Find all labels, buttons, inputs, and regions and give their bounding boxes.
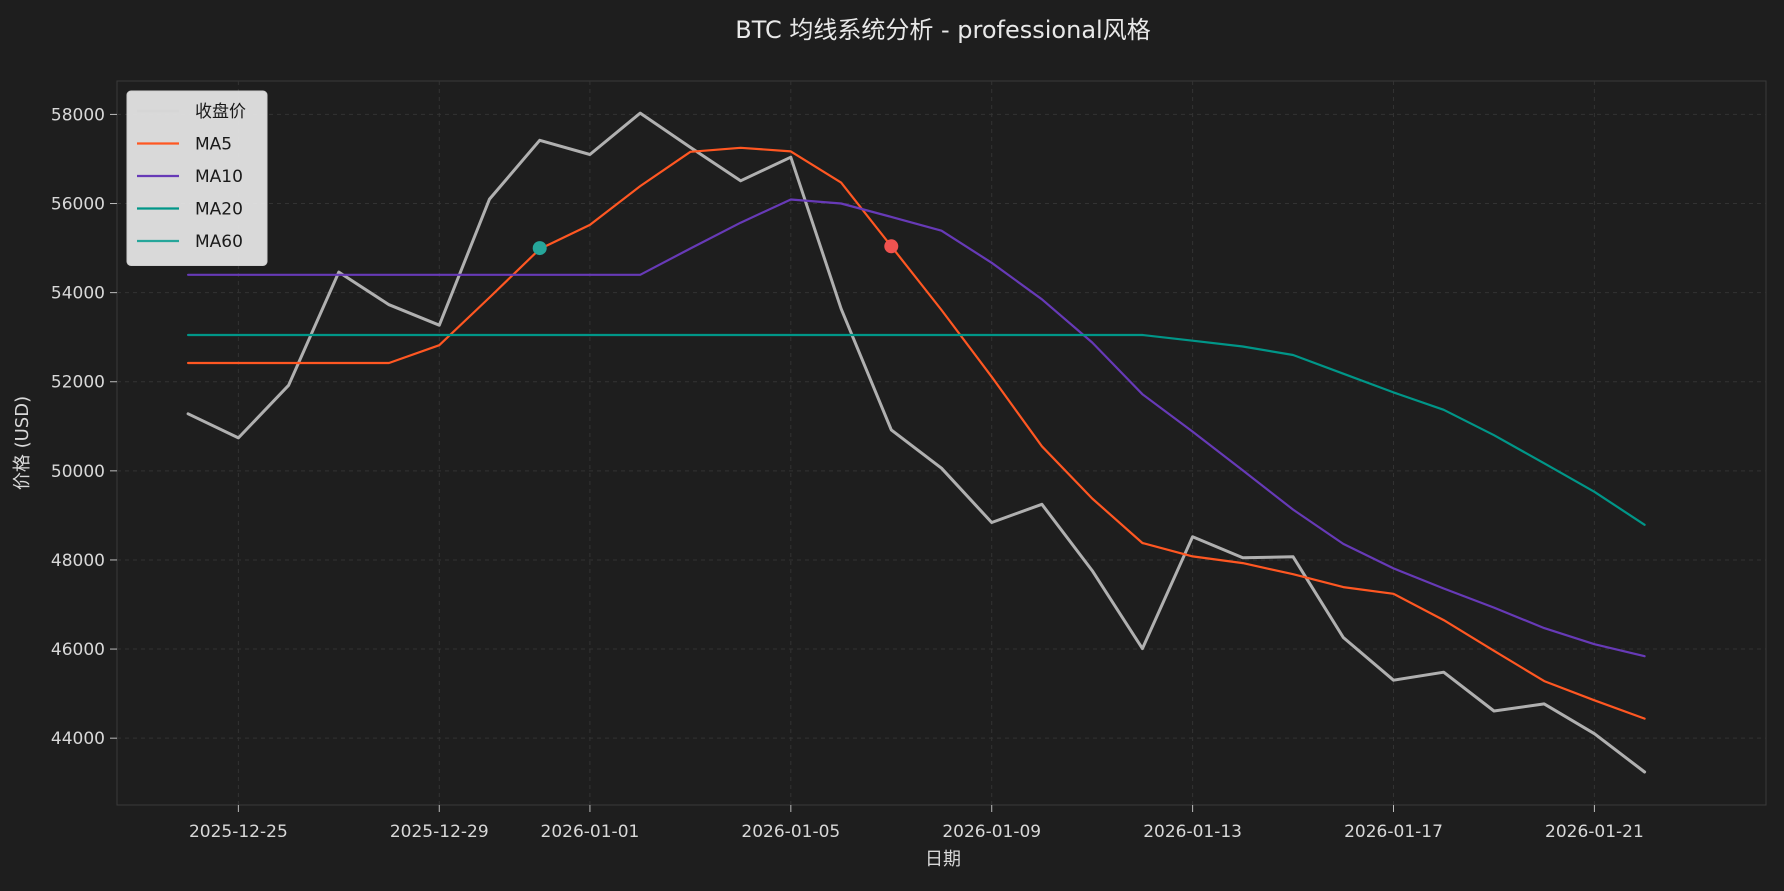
x-tick-label: 2026-01-01 — [541, 822, 640, 842]
grid — [117, 81, 1766, 805]
y-tick-label: 50000 — [51, 462, 105, 482]
series-line-ma20 — [187, 333, 1646, 526]
legend-label: MA10 — [195, 167, 243, 187]
legend-label: MA5 — [195, 135, 232, 155]
x-tick-label: 2026-01-09 — [942, 822, 1041, 842]
y-tick-label: 44000 — [51, 729, 105, 749]
cross-markers — [532, 239, 899, 256]
y-tick-label: 56000 — [51, 195, 105, 215]
chart-title: BTC 均线系统分析 - professional风格 — [735, 16, 1150, 44]
x-axis-label: 日期 — [925, 849, 961, 870]
x-tick-label: 2026-01-13 — [1143, 822, 1242, 842]
x-axis: 2025-12-25 2025-12-29 2026-01-01 2026-01-05… — [189, 805, 1644, 842]
legend: 收盘价 MA5 MA10 MA20 MA60 — [126, 90, 268, 266]
x-tick-label: 2025-12-25 — [189, 822, 288, 842]
legend-label: MA60 — [195, 232, 243, 252]
golden-cross-marker — [532, 241, 547, 256]
y-tick-label: 48000 — [51, 551, 105, 571]
legend-box — [126, 90, 268, 266]
y-axis-label: 价格 (USD) — [12, 396, 33, 490]
x-tick-label: 2026-01-05 — [741, 822, 840, 842]
x-tick-label: 2025-12-29 — [390, 822, 489, 842]
series-lines — [186, 111, 1647, 774]
y-tick-label: 46000 — [51, 640, 105, 660]
x-tick-label: 2026-01-21 — [1545, 822, 1644, 842]
series-line-ma10 — [187, 198, 1646, 658]
y-tick-label: 58000 — [51, 105, 105, 125]
y-axis: 44000 46000 48000 50000 52000 54000 56000 58000 — [51, 105, 117, 749]
x-tick-label: 2026-01-17 — [1344, 822, 1443, 842]
legend-label: 收盘价 — [195, 102, 246, 122]
plot-frame — [116, 80, 1767, 806]
series-line-ma5 — [187, 146, 1646, 720]
series-line-close — [186, 111, 1647, 774]
y-tick-label: 54000 — [51, 284, 105, 304]
death-cross-marker — [884, 239, 899, 254]
legend-label: MA20 — [195, 200, 243, 220]
y-tick-label: 52000 — [51, 373, 105, 393]
